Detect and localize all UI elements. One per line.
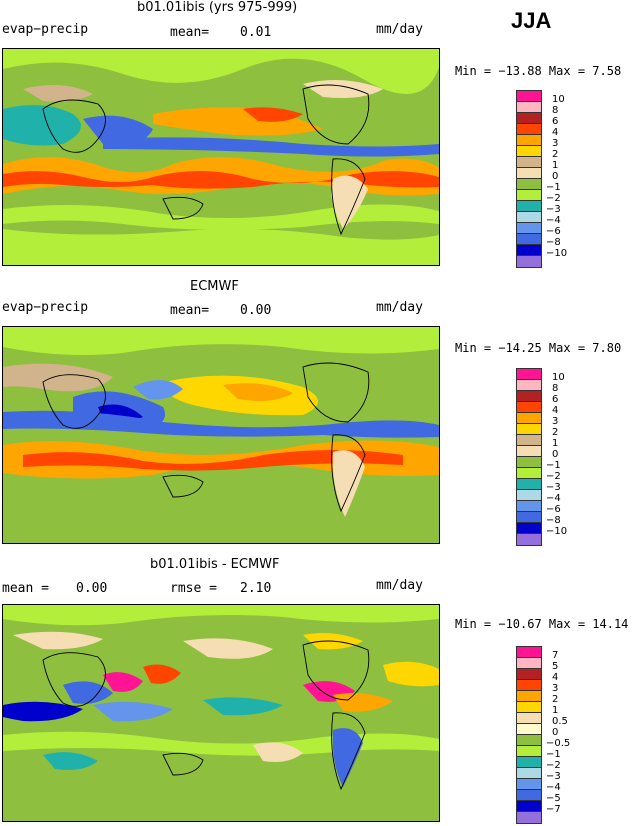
panel3-cb-label: −0.5 — [546, 738, 571, 749]
panel2-variable-label: evap−precip — [2, 300, 89, 315]
panel1-cb-label: −4 — [546, 215, 561, 226]
panel1-cb-label: −3 — [546, 204, 561, 215]
panel3-cb-label: −5 — [546, 793, 561, 804]
panel1-cb-label: −6 — [546, 226, 561, 237]
panel2-map — [2, 326, 440, 544]
panel3-title: b01.01ibis - ECMWF — [150, 557, 280, 572]
panel3-cb-label: 7 — [552, 650, 559, 661]
panel2-cb-label: 3 — [552, 416, 559, 427]
panel1-cb-label: 8 — [552, 105, 559, 116]
panel2-cb-label: 2 — [552, 427, 559, 438]
panel1-cb-swatch — [516, 255, 542, 268]
panel2-cb-label: −8 — [546, 515, 561, 526]
panel1-map — [2, 48, 440, 266]
panel2-cb-label: −3 — [546, 482, 561, 493]
panel2-cb-label: 4 — [552, 405, 559, 416]
panel1-variable-label: evap−precip — [2, 22, 89, 37]
panel3-rmse-value: 2.10 — [240, 581, 272, 596]
panel3-cb-swatch — [516, 811, 542, 824]
panel1-cb-label: 4 — [552, 127, 559, 138]
panel2-cb-label: 10 — [552, 372, 565, 383]
panel1-cb-label: 2 — [552, 149, 559, 160]
panel2-cb-label: −6 — [546, 504, 561, 515]
panel1-cb-label: −2 — [546, 193, 561, 204]
panel1-map-svg — [3, 49, 439, 265]
panel1-cb-label: −10 — [546, 248, 568, 259]
panel3-mean-value: 0.00 — [76, 581, 108, 596]
panel1-mean-label: mean= — [170, 25, 210, 40]
panel2-cb-label: −10 — [546, 526, 568, 537]
panel2-mean-label: mean= — [170, 303, 210, 318]
panel1-cb-label: 3 — [552, 138, 559, 149]
panel3-cb-label: 1 — [552, 705, 559, 716]
panel1-cb-label: 1 — [552, 160, 559, 171]
panel3-min-max: Min = −10.67 Max = 14.14 — [455, 617, 629, 631]
panel2-cb-label: 0 — [552, 449, 559, 460]
panel2-cb-label: −4 — [546, 493, 561, 504]
panel3-cb-label: −3 — [546, 771, 561, 782]
panel3-cb-label: 0 — [552, 727, 559, 738]
panel2-cb-label: −1 — [546, 460, 561, 471]
panel3-map-svg — [3, 605, 439, 821]
panel1-colorbar: 10 8 6 4 3 2 1 0 −1 −2 −3 −4 −6 −8 −10 — [516, 90, 576, 270]
panel2-mean-value: 0.00 — [240, 303, 272, 318]
panel1-cb-label: −8 — [546, 237, 561, 248]
panel1-cb-label: 6 — [552, 116, 559, 127]
panel2-cb-label: 6 — [552, 394, 559, 405]
panel2-cb-label: 8 — [552, 383, 559, 394]
panel3-units: mm/day — [376, 578, 423, 593]
panel2-colorbar: 10 8 6 4 3 2 1 0 −1 −2 −3 −4 −6 −8 −10 — [516, 368, 576, 548]
panel3-cb-label: −1 — [546, 749, 561, 760]
panel2-map-svg — [3, 327, 439, 543]
panel2-title: ECMWF — [190, 279, 239, 294]
panel3-cb-label: 5 — [552, 661, 559, 672]
panel3-cb-label: 0.5 — [552, 716, 568, 727]
panel3-rmse-label: rmse = — [170, 581, 217, 596]
panel3-cb-label: 2 — [552, 694, 559, 705]
panel3-cb-label: 3 — [552, 683, 559, 694]
panel3-cb-label: −7 — [546, 804, 561, 815]
panel3-cb-label: −4 — [546, 782, 561, 793]
panel3-colorbar: 7 5 4 3 2 1 0.5 0 −0.5 −1 −2 −3 −4 −5 −7 — [516, 646, 576, 826]
panel1-cb-label: 10 — [552, 94, 565, 105]
panel1-cb-label: −1 — [546, 182, 561, 193]
panel2-cb-label: −2 — [546, 471, 561, 482]
panel2-units: mm/day — [376, 300, 423, 315]
panel1-cb-label: 0 — [552, 171, 559, 182]
panel2-min-max: Min = −14.25 Max = 7.80 — [455, 341, 622, 355]
panel1-min-max: Min = −13.88 Max = 7.58 — [455, 64, 622, 78]
panel2-cb-swatch — [516, 533, 542, 546]
panel2-cb-label: 1 — [552, 438, 559, 449]
panel1-units: mm/day — [376, 22, 423, 37]
panel3-cb-label: 4 — [552, 672, 559, 683]
panel3-mean-label: mean = — [2, 581, 49, 596]
panel3-map — [2, 604, 440, 822]
season-label: JJA — [511, 8, 552, 33]
panel1-title: b01.01ibis (yrs 975-999) — [137, 0, 298, 15]
panel1-mean-value: 0.01 — [240, 25, 272, 40]
panel3-cb-label: −2 — [546, 760, 561, 771]
